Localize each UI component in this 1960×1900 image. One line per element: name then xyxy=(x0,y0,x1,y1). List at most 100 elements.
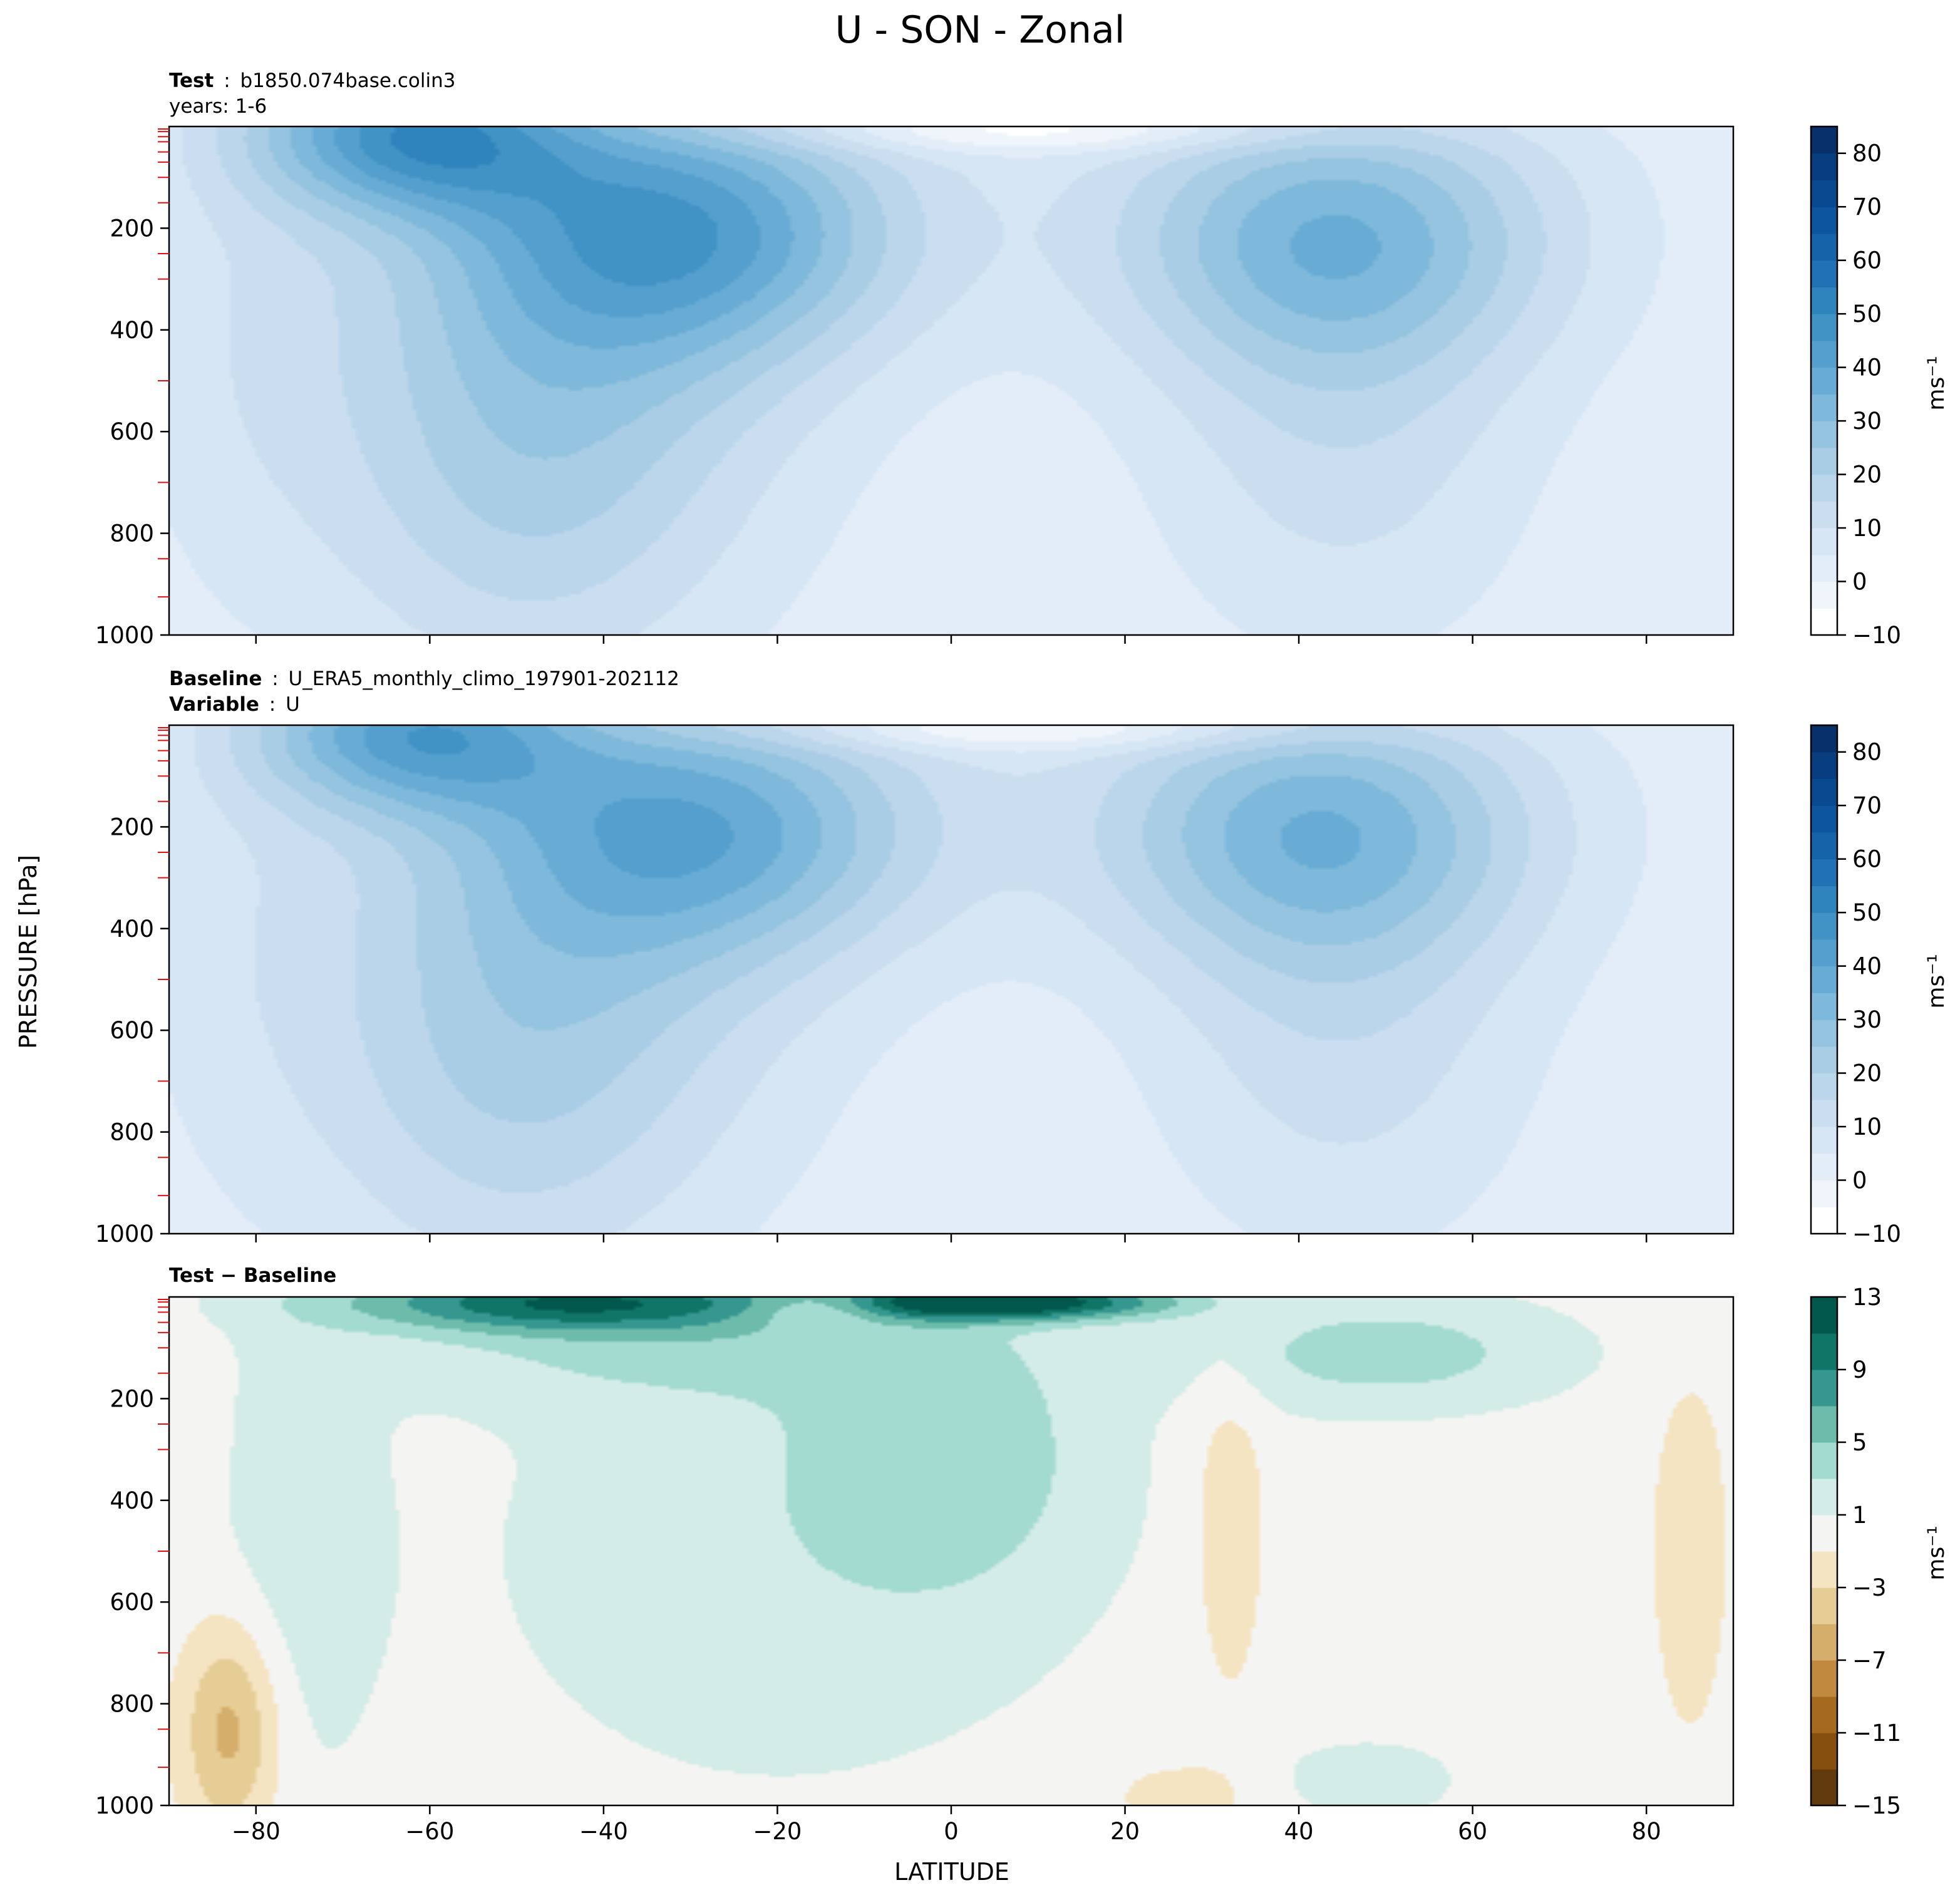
colorbar-tick-label: 40 xyxy=(1852,354,1882,381)
colorbar-tick-label: 5 xyxy=(1852,1429,1867,1456)
colorbar-tick-label: −11 xyxy=(1852,1720,1901,1747)
colorbar-tick-label: 10 xyxy=(1852,1113,1882,1140)
colorbar-swatch xyxy=(1811,1153,1837,1181)
colorbar-swatch xyxy=(1811,1696,1837,1733)
baseline-colorbar-unit: ms⁻¹ xyxy=(1924,954,1949,1008)
contour-field xyxy=(169,725,1733,1234)
colorbar-swatch xyxy=(1811,233,1837,261)
colorbar-frame xyxy=(1810,1296,1839,1807)
test-panel: Test : b1850.074base.colin3 years: 1-6 2… xyxy=(95,70,1949,649)
colorbar-swatch xyxy=(1811,207,1837,234)
baseline-label-sep: : xyxy=(272,668,278,690)
colorbar-swatch xyxy=(1811,939,1837,967)
y-axis-label: PRESSURE [hPa] xyxy=(14,855,42,1049)
colorbar-swatch xyxy=(1811,501,1837,529)
test-years-label: years: 1-6 xyxy=(169,95,267,118)
y-tick-label: 400 xyxy=(110,1487,154,1514)
colorbar-swatch xyxy=(1811,1660,1837,1697)
difference-contour-plot: 200 400 600 800 1000 −80 −60 −40 −20 0 20 40 60 80 xyxy=(95,1296,1735,1845)
x-tick-label: 0 xyxy=(944,1818,959,1845)
colorbar-swatch xyxy=(1811,314,1837,341)
baseline-panel-label: Baseline : U_ERA5_monthly_climo_197901-2… xyxy=(169,668,679,690)
x-tick-label: −80 xyxy=(232,1818,281,1845)
colorbar-swatch xyxy=(1811,608,1837,636)
test-contour-plot: 200 400 600 800 1000 xyxy=(95,125,1735,649)
colorbar-swatch xyxy=(1811,1046,1837,1074)
difference-colorbar-unit: ms⁻¹ xyxy=(1924,1526,1949,1580)
y-tick-label: 400 xyxy=(110,317,154,344)
colorbar-swatch xyxy=(1811,421,1837,448)
colorbar-tick-label: −3 xyxy=(1852,1574,1887,1601)
baseline-colorbar: −10 0 10 20 30 40 50 60 70 80 xyxy=(1810,724,1901,1247)
colorbar-swatch xyxy=(1811,447,1837,475)
y-tick-label: 800 xyxy=(110,1119,154,1146)
colorbar-tick-label: 70 xyxy=(1852,792,1882,819)
colorbar-swatch xyxy=(1811,1551,1837,1588)
test-label-bold: Test xyxy=(169,70,214,92)
variable-label: Variable : U xyxy=(169,693,300,716)
colorbar-tick-label: 40 xyxy=(1852,953,1882,980)
x-tick-label: 40 xyxy=(1284,1818,1314,1845)
colorbar-swatch xyxy=(1811,1406,1837,1443)
colorbar-tick-label: 50 xyxy=(1852,301,1882,328)
variable-label-sep: : xyxy=(269,693,276,716)
colorbar-swatch xyxy=(1811,1207,1837,1234)
colorbar-swatch xyxy=(1811,751,1837,780)
colorbar-tick-label: 13 xyxy=(1852,1284,1882,1311)
colorbar-swatch xyxy=(1811,1515,1837,1552)
colorbar-swatch xyxy=(1811,180,1837,207)
colorbar-swatch xyxy=(1811,581,1837,609)
colorbar-tick-label: 20 xyxy=(1852,462,1882,488)
colorbar-tick-label: 10 xyxy=(1852,515,1882,542)
colorbar-swatch xyxy=(1811,912,1837,940)
colorbar-swatch xyxy=(1811,394,1837,421)
baseline-contour-plot: 200 400 600 800 1000 xyxy=(95,724,1735,1247)
x-tick-label: 60 xyxy=(1458,1818,1487,1845)
colorbar-tick-label: 80 xyxy=(1852,140,1882,167)
colorbar-swatch xyxy=(1811,340,1837,368)
colorbar-swatch xyxy=(1811,1588,1837,1624)
colorbar-swatch xyxy=(1811,287,1837,314)
x-tick-label: −20 xyxy=(753,1818,802,1845)
baseline-panel: Baseline : U_ERA5_monthly_climo_197901-2… xyxy=(95,668,1949,1247)
figure-title: U - SON - Zonal xyxy=(835,8,1125,52)
colorbar-tick-label: 1 xyxy=(1852,1502,1867,1529)
colorbar-tick-label: 0 xyxy=(1852,569,1867,596)
y-tick-label: 200 xyxy=(110,215,154,242)
colorbar-swatch xyxy=(1811,1479,1837,1515)
variable-label-value: U xyxy=(286,693,300,716)
test-colorbar: −10 0 10 20 30 40 50 60 70 80 xyxy=(1810,125,1901,649)
difference-panel-label: Test − Baseline xyxy=(169,1264,336,1287)
colorbar-tick-label: 9 xyxy=(1852,1356,1867,1383)
colorbar-tick-label: 50 xyxy=(1852,899,1882,926)
colorbar-tick-label: 30 xyxy=(1852,1006,1882,1033)
colorbar-swatch xyxy=(1811,1769,1837,1806)
colorbar-swatch xyxy=(1811,1370,1837,1407)
contour-field xyxy=(169,1297,1733,1805)
colorbar-tick-label: −7 xyxy=(1852,1647,1887,1674)
y-tick-label: 400 xyxy=(110,916,154,942)
colorbar-swatch xyxy=(1811,1073,1837,1100)
x-axis-label: LATITUDE xyxy=(894,1858,1009,1886)
colorbar-swatch xyxy=(1811,805,1837,833)
baseline-label-value: U_ERA5_monthly_climo_197901-202112 xyxy=(289,668,679,690)
x-tick-label: 80 xyxy=(1632,1818,1661,1845)
colorbar-tick-label: −15 xyxy=(1852,1792,1901,1819)
y-tick-label: 200 xyxy=(110,1385,154,1412)
y-tick-label: 600 xyxy=(110,1017,154,1044)
colorbar-swatch xyxy=(1811,1180,1837,1207)
colorbar-swatch xyxy=(1811,1442,1837,1479)
y-tick-label: 600 xyxy=(110,1589,154,1616)
x-tick-label: −40 xyxy=(579,1818,628,1845)
colorbar-swatch xyxy=(1811,832,1837,860)
baseline-label-bold: Baseline xyxy=(169,668,262,690)
y-tick-label: 600 xyxy=(110,418,154,445)
y-tick-label: 1000 xyxy=(95,1221,154,1247)
colorbar-swatch xyxy=(1811,367,1837,395)
colorbar-swatch xyxy=(1811,1100,1837,1127)
variable-label-bold: Variable xyxy=(169,693,259,716)
colorbar-tick-label: 20 xyxy=(1852,1060,1882,1087)
colorbar-tick-label: 60 xyxy=(1852,247,1882,274)
